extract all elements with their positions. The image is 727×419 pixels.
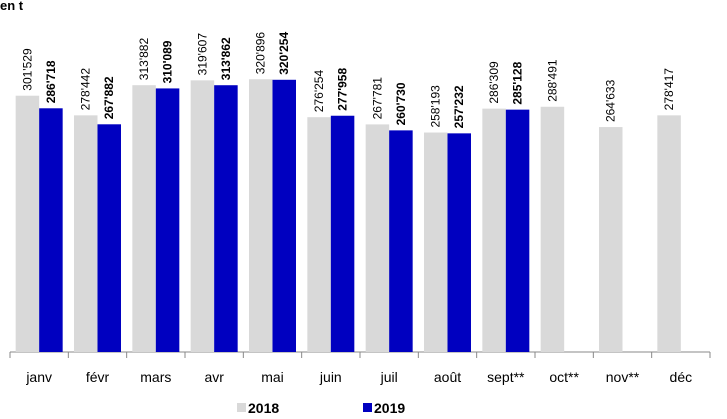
bar: [97, 124, 121, 353]
bar: [599, 127, 623, 352]
value-label: 267'882: [102, 76, 116, 119]
bar: [15, 95, 40, 352]
bar: [214, 85, 238, 353]
bar: [132, 85, 156, 352]
value-label: 267'781: [370, 77, 384, 120]
value-label: 278'442: [79, 68, 93, 111]
bar: [424, 132, 448, 352]
value-label: 320'896: [254, 32, 268, 75]
x-tick-label: févr: [86, 369, 110, 385]
x-tick-label: mars: [140, 369, 171, 385]
x-tick-label: janv: [25, 369, 52, 385]
bar: [155, 88, 180, 352]
x-tick-label: déc: [670, 369, 693, 385]
x-tick-label: juil: [380, 369, 398, 385]
value-label: 310'089: [161, 40, 175, 83]
bar: [330, 115, 355, 352]
value-label: 260'730: [394, 82, 408, 125]
value-label: 286'309: [487, 61, 501, 104]
bar: [249, 79, 273, 352]
value-label: 277'958: [336, 68, 350, 111]
value-label: 313'882: [137, 38, 151, 81]
legend-label: 2018: [248, 400, 279, 416]
value-label: 301'529: [20, 48, 34, 91]
value-label: 320'254: [277, 32, 291, 75]
bar: [505, 109, 530, 352]
bar: [190, 80, 215, 353]
x-tick-label: mai: [261, 369, 284, 385]
x-tick-label: sept**: [487, 369, 525, 385]
bar: [74, 115, 98, 352]
bar: [482, 108, 506, 352]
x-tick-label: juin: [319, 369, 342, 385]
legend-swatch: [363, 403, 372, 412]
legend-swatch: [237, 403, 246, 412]
bar: [307, 117, 331, 352]
legend-label: 2019: [374, 400, 405, 416]
x-tick-label: avr: [204, 369, 224, 385]
value-label: 288'491: [545, 59, 559, 102]
x-tick-label: août: [434, 369, 461, 385]
value-label: 258'193: [429, 85, 443, 128]
value-label: 264'633: [604, 79, 618, 122]
bar: [39, 108, 63, 352]
bar: [540, 106, 565, 352]
bar: [389, 130, 413, 352]
x-tick-label: nov**: [606, 369, 640, 385]
value-label: 313'862: [219, 37, 233, 80]
value-label: 257'232: [452, 85, 466, 128]
chart-title: en t: [0, 0, 24, 13]
value-label: 319'607: [195, 33, 209, 76]
x-tick-label: oct**: [549, 369, 579, 385]
value-label: 286'718: [44, 60, 58, 103]
value-label: 285'128: [511, 61, 525, 104]
bar: [657, 115, 681, 352]
bar: [272, 79, 296, 352]
value-label: 278'417: [662, 68, 676, 111]
bar: [447, 133, 471, 352]
bar: [365, 124, 390, 353]
value-label: 276'254: [312, 70, 326, 113]
